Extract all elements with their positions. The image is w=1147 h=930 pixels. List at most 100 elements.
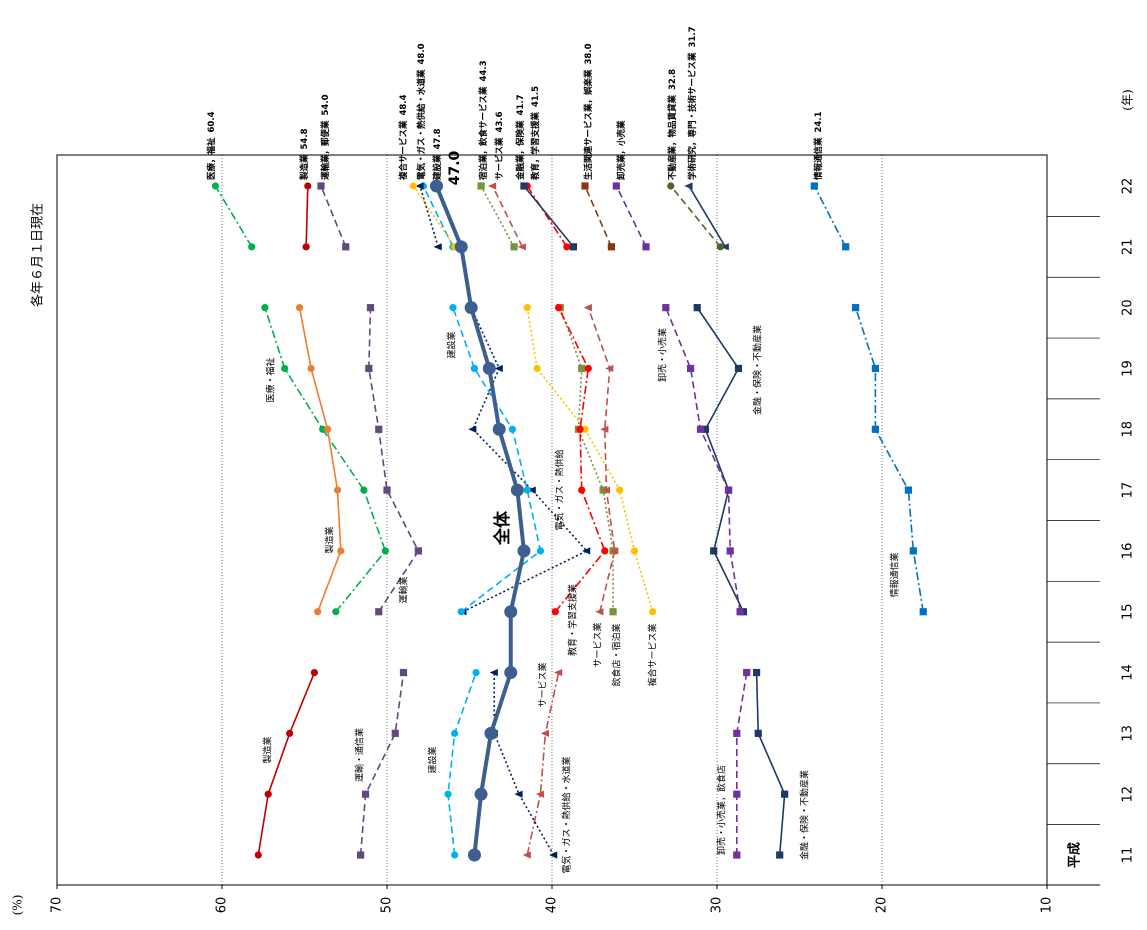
series-label: 金融・保険・不動産業 (799, 770, 811, 860)
marker (726, 547, 734, 555)
series-label: 教育，学習支援業 41.5 (530, 86, 541, 181)
x-tick-label: 13 (1121, 725, 1136, 742)
marker (449, 304, 457, 312)
marker (399, 668, 408, 677)
marker (361, 790, 370, 798)
series-line (736, 672, 748, 855)
data-label: 48.0 (417, 43, 427, 64)
marker (776, 851, 784, 859)
marker (601, 547, 609, 555)
series-label: サービス業 (592, 622, 604, 667)
marker (600, 425, 609, 433)
marker (610, 547, 619, 555)
marker (295, 304, 304, 312)
marker (414, 547, 422, 555)
marker (540, 729, 549, 737)
series-label: 不動産業，物品賃貸業 32.8 (667, 69, 678, 180)
series-name: 電気・ガス・熱供給・水道業 (416, 69, 427, 180)
marker (871, 364, 879, 373)
marker (710, 547, 718, 555)
marker (810, 182, 818, 190)
marker (324, 425, 332, 433)
marker (248, 243, 256, 251)
marker (687, 364, 695, 373)
marker (492, 422, 506, 436)
series-name: 教育，学習支援業 (530, 111, 541, 181)
series-line (305, 185, 309, 247)
data-label: 47.8 (433, 128, 443, 149)
data-label: 54.8 (300, 128, 310, 149)
series-line (559, 307, 614, 612)
data-label: 32.8 (668, 69, 678, 90)
marker (595, 608, 604, 616)
series-label: 運輸業 (398, 576, 410, 603)
marker (693, 304, 701, 312)
series-name: 卸売業，小売業 (616, 120, 627, 180)
series-line (462, 307, 588, 613)
series-label: 学術研究，専門・技術サービス業 31.7 (687, 26, 698, 180)
marker (484, 726, 498, 740)
marker (467, 848, 481, 862)
series-label: 金融・保険・不動産業 (752, 325, 764, 415)
marker (642, 243, 650, 251)
series-label: 製造業 (324, 526, 336, 553)
series-label: 医療，福祉 60.4 (206, 111, 217, 180)
marker (753, 668, 761, 677)
series-label: 卸売・小売業 (657, 328, 669, 382)
marker (366, 304, 375, 312)
series-label: 卸売業，小売業 (616, 120, 627, 180)
marker (494, 364, 503, 373)
marker (563, 243, 571, 251)
series-name: 医療，福祉 (206, 137, 217, 180)
marker (482, 361, 496, 375)
data-label: 47.0 (447, 150, 463, 185)
data-label: 41.5 (531, 86, 541, 107)
series-label: 全体 (492, 510, 513, 546)
data-label: 31.7 (688, 26, 698, 47)
marker (871, 425, 879, 433)
series-label: 情報通信業 (889, 552, 901, 597)
series-line (257, 672, 316, 856)
marker (733, 851, 741, 859)
series-line (665, 307, 741, 612)
marker (451, 851, 459, 859)
marker (607, 243, 615, 251)
marker (609, 608, 617, 616)
marker (286, 729, 294, 737)
series-label: 建設業 (446, 331, 458, 358)
x-tick-label: 15 (1121, 603, 1136, 620)
series-name: サービス業 (494, 137, 505, 180)
series-label: 複合サービス業 48.4 (398, 94, 409, 181)
y-tick-label: 10 (1040, 897, 1055, 914)
plot-frame (56, 154, 1048, 886)
y-tick-label: 30 (710, 897, 725, 914)
series-name: 建設業 (432, 154, 443, 181)
marker (310, 668, 318, 677)
series-line (298, 307, 342, 613)
marker (261, 304, 269, 312)
series-name: 生活関連サービス業，娯楽業 (583, 69, 594, 180)
marker (716, 243, 724, 251)
marker (605, 364, 614, 373)
marker (569, 243, 578, 251)
marker (684, 182, 693, 190)
series-line (584, 185, 613, 248)
x-tick-label: 16 (1121, 543, 1136, 560)
marker (616, 486, 624, 494)
series-line (670, 185, 721, 248)
marker (488, 182, 497, 190)
series-line (412, 185, 456, 248)
series-line (359, 672, 405, 856)
marker (522, 851, 531, 859)
data-label: 24.1 (814, 111, 824, 132)
series-label: 情報通信業 24.1 (813, 111, 824, 181)
series-label: 生活関連サービス業，娯楽業 38.0 (583, 43, 594, 180)
marker (304, 182, 312, 190)
marker (583, 304, 592, 312)
series-line (526, 307, 654, 612)
marker (281, 364, 289, 373)
marker (333, 486, 342, 494)
marker (549, 851, 558, 859)
marker (733, 729, 741, 737)
marker (307, 364, 315, 373)
